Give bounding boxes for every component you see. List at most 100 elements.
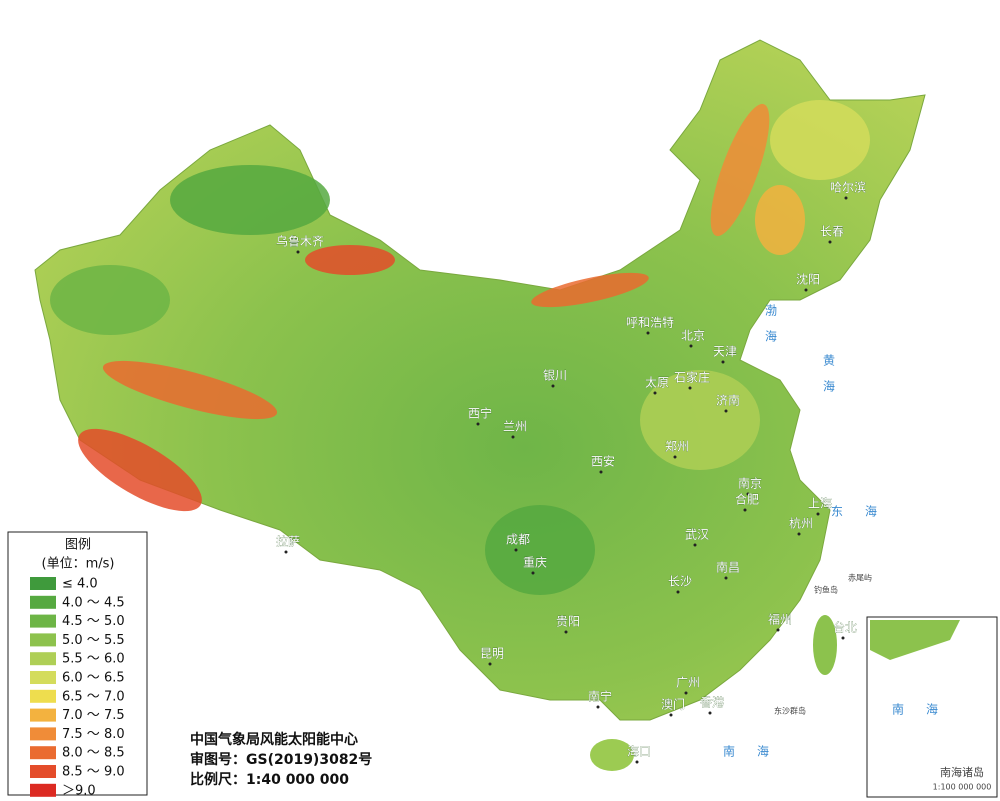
taiwan <box>813 615 837 675</box>
legend-title: 图例 <box>65 538 91 553</box>
city-dot <box>488 662 492 666</box>
city-label: 拉萨 <box>276 534 300 549</box>
legend-swatch <box>30 765 56 778</box>
city-dot <box>676 590 680 594</box>
city-label: 郑州 <box>665 439 689 454</box>
inset-sea-label: 南海 <box>892 702 960 717</box>
city-dot <box>828 240 832 244</box>
legend-swatch <box>30 633 56 647</box>
legend-label: 8.5 ～ 9.0 <box>62 765 125 780</box>
city-dot <box>599 470 603 474</box>
city-dot <box>693 543 697 547</box>
city-dot <box>476 422 480 426</box>
city-dot <box>776 628 780 632</box>
legend-swatch <box>30 577 56 590</box>
footer-scale: 比例尺：1:40 000 000 <box>190 771 349 788</box>
city-dot <box>531 571 535 575</box>
legend-label: 7.5 ～ 8.0 <box>62 727 125 742</box>
city-dot <box>596 705 600 709</box>
city-dot <box>844 196 848 200</box>
city-label: 南昌 <box>716 560 740 575</box>
legend-label: 8.0 ～ 8.5 <box>62 746 125 761</box>
city-dot <box>689 344 693 348</box>
city-dot <box>551 384 555 388</box>
city-label: 乌鲁木齐 <box>276 234 324 249</box>
city-dot <box>635 760 639 764</box>
city-label: 西安 <box>591 454 615 469</box>
legend-label: ＞9.0 <box>62 783 96 798</box>
legend-label: 6.5 ～ 7.0 <box>62 689 125 704</box>
city-label: 武汉 <box>685 528 709 542</box>
city-label: 银川 <box>543 369 567 383</box>
city-label: 海口 <box>627 744 651 759</box>
sea-label: 渤海 <box>764 304 778 356</box>
sea-label: 东海 <box>831 504 899 519</box>
city-label: 合肥 <box>735 492 759 507</box>
city-dot <box>804 288 808 292</box>
legend-swatch <box>30 652 56 666</box>
city-label: 天津 <box>713 345 737 359</box>
island-label: 东沙群岛 <box>774 706 806 716</box>
inset-land <box>870 620 960 660</box>
legend-swatch <box>30 614 56 628</box>
footer-approval: 审图号：GS(2019)3082号 <box>190 751 372 768</box>
city-dot <box>688 386 692 390</box>
city-label: 澳门 <box>661 697 685 712</box>
city-label: 呼和浩特 <box>626 315 674 330</box>
city-dot <box>708 711 712 715</box>
city-dot <box>724 409 728 413</box>
city-label: 昆明 <box>480 647 504 661</box>
legend-label: 7.0 ～ 7.5 <box>62 708 125 723</box>
city-dot <box>746 492 750 496</box>
inset-title: 南海诸岛 <box>940 765 984 779</box>
city-dot <box>743 508 747 512</box>
legend-label: 4.0 ～ 4.5 <box>62 595 125 610</box>
city-label: 贵阳 <box>556 615 580 629</box>
city-label: 南京 <box>738 476 762 491</box>
hainan <box>590 739 634 771</box>
city-dot <box>514 548 518 552</box>
wind-hotspots <box>50 100 870 595</box>
legend-label: 5.5 ～ 6.0 <box>62 652 125 667</box>
city-dot <box>646 331 650 335</box>
sea-label: 黄海 <box>822 354 836 406</box>
city-label: 重庆 <box>523 556 547 570</box>
legend-swatch <box>30 595 56 609</box>
city-dot <box>673 455 677 459</box>
island-label: 钓鱼岛 <box>814 585 838 595</box>
city-label: 石家庄 <box>674 370 710 385</box>
city-label: 广州 <box>676 676 700 690</box>
city-label: 长春 <box>820 225 844 239</box>
footer-org: 中国气象局风能太阳能中心 <box>190 731 358 748</box>
city-dot <box>841 636 845 640</box>
city-label: 兰州 <box>503 420 527 434</box>
legend-label: 6.0 ～ 6.5 <box>62 671 125 686</box>
city-label: 哈尔滨 <box>830 180 866 195</box>
city-label: 太原 <box>645 375 669 390</box>
city-label: 福州 <box>768 612 792 627</box>
city-label: 济南 <box>716 393 740 408</box>
legend-swatch <box>30 727 56 741</box>
city-label: 成都 <box>506 533 530 547</box>
city-dot <box>296 250 300 254</box>
legend-unit: (单位：m/s) <box>42 557 115 572</box>
city-dot <box>564 630 568 634</box>
city-label: 香港 <box>700 696 724 710</box>
legend-swatch <box>30 746 56 760</box>
legend-swatch <box>30 708 56 722</box>
city-dot <box>721 360 725 364</box>
city-dot <box>284 550 288 554</box>
legend-swatch <box>30 671 56 684</box>
city-dot <box>511 435 515 439</box>
city-label: 西宁 <box>468 406 492 421</box>
city-dot <box>653 391 657 395</box>
legend-swatch <box>30 783 56 797</box>
city-label: 长沙 <box>668 575 692 589</box>
sea-label: 南海 <box>723 744 791 759</box>
city-label: 上海 <box>808 496 832 511</box>
city-dot <box>816 512 820 516</box>
city-label: 台北 <box>833 620 857 635</box>
island-label: 赤尾屿 <box>848 574 872 583</box>
legend-label: 4.5 ～ 5.0 <box>62 614 125 629</box>
